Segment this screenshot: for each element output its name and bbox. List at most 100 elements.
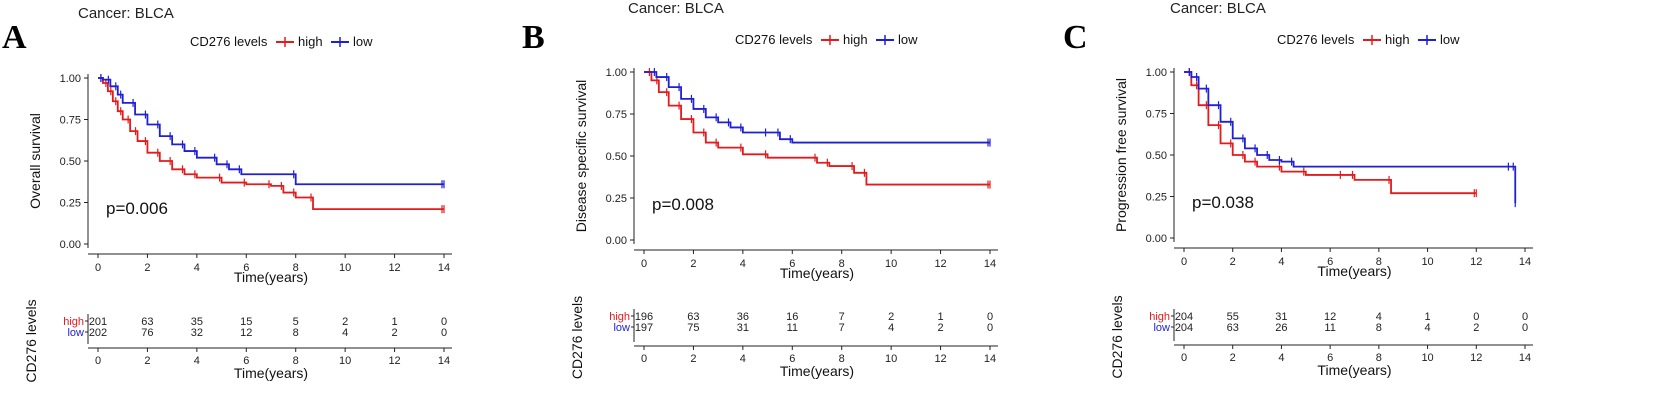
y-tick-label: 0.50 (60, 156, 81, 168)
risk-count: 204 (1175, 311, 1193, 323)
risk-count: 197 (635, 322, 653, 334)
risk-count: 201 (89, 316, 107, 328)
y-tick-label: 0.00 (606, 235, 627, 247)
survival-curve-low (98, 77, 444, 186)
risk-count: 7 (839, 322, 845, 334)
x-tick-label: 4 (1278, 256, 1284, 268)
risk-count: 35 (191, 316, 203, 328)
risk-row-high: high 201 63 35 15 5 2 1 0 (63, 316, 447, 328)
risk-row-low: low 202 76 32 12 8 4 2 0 (67, 327, 447, 339)
risk-x-tick-label: 0 (95, 355, 101, 367)
risk-x-axis-title: Time(years) (234, 365, 308, 381)
risk-count: 8 (293, 327, 299, 339)
x-tick-label: 12 (934, 258, 946, 270)
chart-title: Cancer: BLCA (78, 5, 174, 22)
y-tick-label: 0.25 (1146, 192, 1167, 204)
risk-row-label: high (1149, 311, 1170, 323)
y-tick-label: 0.00 (1146, 233, 1167, 245)
y-tick-label: 0.00 (60, 239, 81, 251)
legend-title: CD276 levels (735, 32, 813, 47)
survival-curve-high (1184, 71, 1477, 195)
risk-count: 8 (1376, 322, 1382, 334)
survival-curve-high (98, 77, 444, 211)
survival-curve-low (644, 71, 990, 144)
risk-y-axis-title: CD276 levels (1109, 295, 1125, 378)
x-tick-label: 4 (194, 262, 200, 274)
legend-label: high (298, 34, 323, 49)
risk-count: 2 (1473, 322, 1479, 334)
x-tick-label: 8 (1376, 256, 1382, 268)
risk-count: 63 (141, 316, 153, 328)
x-tick-label: 10 (1421, 256, 1433, 268)
risk-row-label: high (609, 311, 630, 323)
chart-title: Cancer: BLCA (628, 0, 724, 17)
panel-letter: C (1063, 19, 1088, 56)
x-axis-title: Time(years) (234, 269, 308, 285)
risk-x-tick-label: 10 (885, 353, 897, 365)
x-tick-label: 6 (1327, 256, 1333, 268)
y-axis-title: Overall survival (27, 113, 43, 209)
risk-count: 11 (1324, 322, 1335, 334)
risk-count: 5 (293, 316, 299, 328)
risk-x-tick-label: 2 (690, 353, 696, 365)
risk-count: 75 (687, 322, 699, 334)
risk-x-tick-label: 0 (641, 353, 647, 365)
risk-count: 1 (1425, 311, 1431, 323)
risk-count: 1 (392, 316, 398, 328)
risk-row-high: high 204 55 31 12 4 1 0 0 (1149, 311, 1528, 323)
legend-entry-low: low (331, 34, 373, 49)
risk-count: 1 (938, 311, 944, 323)
risk-count: 12 (240, 327, 252, 339)
y-tick-label: 1.00 (60, 73, 81, 85)
risk-x-tick-label: 12 (388, 355, 400, 367)
x-tick-label: 2 (690, 258, 696, 270)
x-axis-title: Time(years) (1317, 263, 1391, 279)
risk-count: 4 (1376, 311, 1382, 323)
x-tick-label: 14 (984, 258, 996, 270)
risk-row-high: high 196 63 36 16 7 2 1 0 (609, 311, 993, 323)
risk-count: 204 (1175, 322, 1193, 334)
risk-row-low: low 197 75 31 11 7 4 2 0 (613, 322, 993, 334)
series-low (98, 74, 445, 189)
panel-letter: B (522, 19, 545, 56)
legend-label: high (843, 32, 868, 47)
survival-curve-low (1184, 71, 1517, 204)
x-tick-label: 2 (144, 262, 150, 274)
risk-count: 4 (1425, 322, 1431, 334)
y-tick-label: 0.50 (1146, 150, 1167, 162)
legend-label: low (1440, 32, 1460, 47)
risk-count: 2 (392, 327, 398, 339)
axes: 0.00 0.25 0.50 0.75 1.00 0 2 4 6 8 10 12 14 (606, 67, 998, 270)
legend-entry-low: low (1418, 32, 1460, 47)
risk-count: 0 (441, 316, 447, 328)
risk-count: 7 (839, 311, 845, 323)
risk-count: 0 (987, 322, 993, 334)
risk-count: 2 (938, 322, 944, 334)
risk-x-tick-label: 12 (934, 353, 946, 365)
legend-label: low (898, 32, 918, 47)
risk-x-axis-title: Time(years) (780, 363, 854, 379)
risk-count: 36 (737, 311, 749, 323)
panel-letter: A (2, 19, 27, 56)
risk-count: 15 (240, 316, 252, 328)
y-tick-label: 0.25 (60, 198, 81, 210)
y-tick-label: 0.75 (1146, 109, 1167, 121)
x-tick-label: 0 (1181, 256, 1187, 268)
risk-count: 196 (635, 311, 653, 323)
x-tick-label: 6 (243, 262, 249, 274)
y-tick-label: 1.00 (1146, 67, 1167, 79)
legend-title: CD276 levels (1277, 32, 1355, 47)
x-tick-label: 2 (1230, 256, 1236, 268)
x-tick-label: 10 (339, 262, 351, 274)
risk-x-tick-label: 6 (1327, 352, 1333, 364)
risk-x-tick-label: 12 (1470, 352, 1482, 364)
risk-x-tick-label: 2 (1230, 352, 1236, 364)
risk-count: 63 (1227, 322, 1239, 334)
y-tick-label: 0.25 (606, 193, 627, 205)
risk-row-label: low (613, 322, 630, 334)
x-tick-label: 0 (95, 262, 101, 274)
